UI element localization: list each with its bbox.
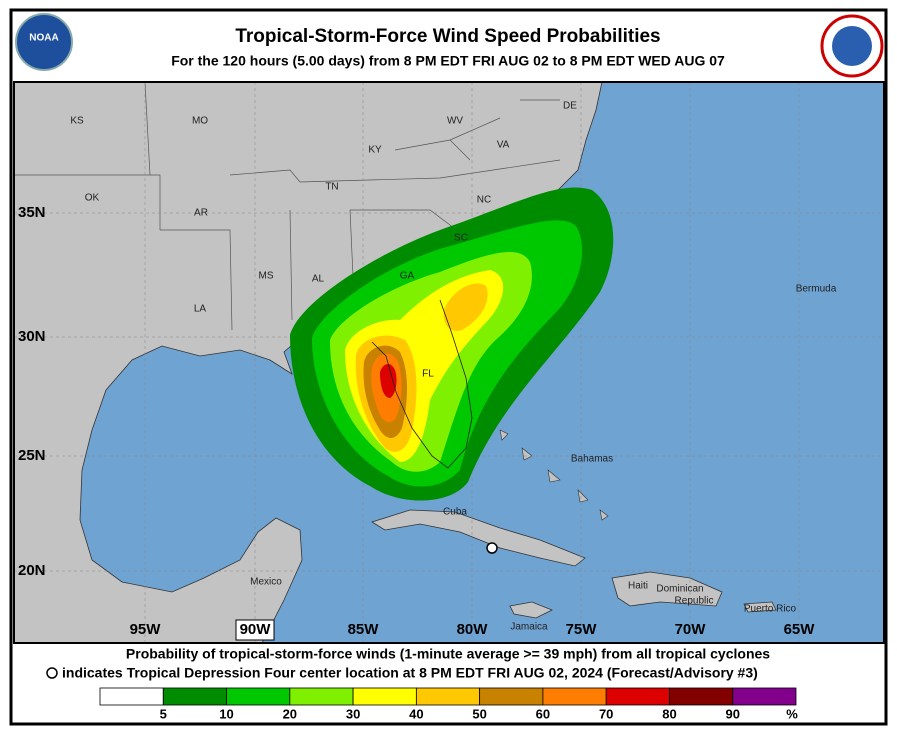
map-label: FL: [422, 369, 434, 380]
nws-logo-inner: [832, 26, 872, 66]
title: Tropical-Storm-Force Wind Speed Probabil…: [235, 26, 660, 47]
legend-tick-label: 60: [536, 706, 550, 721]
storm-center: [486, 542, 498, 554]
map-label: MO: [192, 116, 208, 127]
legend-swatch: [479, 687, 544, 706]
map-label: LA: [194, 304, 207, 315]
probability-70-80: [380, 363, 397, 398]
map-label: SC: [454, 233, 468, 244]
legend-swatch: [669, 687, 734, 706]
map-label: AR: [194, 208, 208, 219]
longitude-label: 70W: [675, 621, 707, 638]
legend-tick-label: 90: [725, 706, 739, 721]
longitude-label: 75W: [566, 621, 598, 638]
map: KS MO WV VA KY TN NC OK AR SC GA MS AL L…: [14, 82, 884, 643]
cuba: [371, 509, 586, 567]
map-label: Bermuda: [796, 284, 837, 295]
legend-tick-label: 20: [283, 706, 297, 721]
map-label: Bahamas: [571, 454, 613, 465]
legend-tick-label: 5: [160, 706, 167, 721]
map-label: GA: [400, 271, 415, 282]
legend-unit: %: [786, 706, 798, 721]
hispaniola: [611, 571, 723, 607]
map-label: TN: [325, 182, 338, 193]
noaa-logo: [15, 13, 73, 71]
legend-swatch: [99, 687, 164, 706]
legend-tick-label: 40: [409, 706, 423, 721]
legend-tick-label: 70: [599, 706, 613, 721]
longitude-label: 95W: [130, 621, 162, 638]
latitude-label: 30N: [18, 328, 46, 345]
legend-swatch: [289, 687, 354, 706]
legend-swatch: [732, 687, 797, 706]
legend-swatch: [415, 687, 481, 706]
subtitle: For the 120 hours (5.00 days) from 8 PM …: [171, 53, 725, 69]
legend-tick-label: 50: [472, 706, 486, 721]
map-label: AL: [312, 274, 325, 285]
legend-swatch: [162, 687, 227, 706]
longitude-label: 80W: [457, 621, 489, 638]
legend-swatch: [226, 687, 291, 706]
florida-peninsula: [371, 299, 473, 469]
map-label: Haiti: [628, 581, 648, 592]
noaa-logo-text: NOAA: [29, 33, 58, 44]
map-label: NC: [477, 195, 491, 206]
map-label: KY: [368, 145, 382, 156]
longitude-label: 90W: [240, 621, 272, 638]
map-label: Jamaica: [510, 622, 548, 633]
map-label: OK: [85, 193, 100, 204]
footer-line-1: Probability of tropical-storm-force wind…: [126, 646, 770, 662]
longitude-label: 65W: [784, 621, 816, 638]
legend-tick-label: 30: [346, 706, 360, 721]
map-label: Cuba: [443, 507, 467, 518]
storm-center-symbol: [46, 667, 58, 679]
footer-line-2: indicates Tropical Depression Four cente…: [62, 665, 758, 681]
map-label: Republic: [675, 596, 714, 607]
legend-tick-label: 10: [219, 706, 233, 721]
map-label: Dominican: [656, 584, 703, 595]
legend-swatch: [605, 687, 670, 706]
latitude-label: 25N: [18, 447, 46, 464]
map-frame: [13, 81, 885, 644]
latitude-label: 20N: [18, 562, 46, 579]
map-label: DE: [563, 101, 577, 112]
map-label: MS: [259, 271, 274, 282]
map-label: Puerto Rico: [744, 604, 797, 615]
page-frame: [9, 8, 888, 726]
puerto-rico: [743, 601, 777, 613]
legend-tick-label: 80: [662, 706, 676, 721]
legend-swatch: [542, 687, 607, 706]
map-label: Mexico: [250, 577, 282, 588]
map-label: KS: [70, 116, 84, 127]
map-label: VA: [497, 140, 510, 151]
legend: 5 10 20 30 40 50 60 70 80 90%: [99, 687, 798, 721]
longitude-label: 85W: [348, 621, 380, 638]
label-box: [235, 619, 275, 641]
latitude-label: 35N: [18, 204, 46, 221]
map-label: WV: [447, 116, 463, 127]
legend-swatch: [352, 687, 417, 706]
jamaica: [509, 601, 553, 619]
